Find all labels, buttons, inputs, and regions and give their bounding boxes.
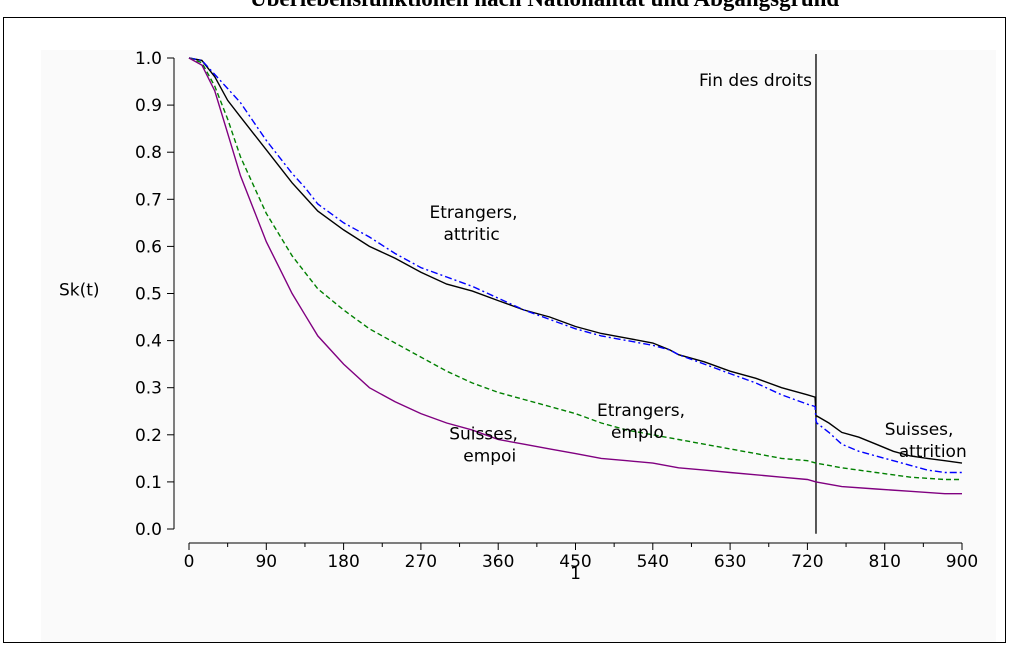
y-axis-title: Sk(t) <box>59 281 100 301</box>
label-etrangers-emplo-line2: emplo <box>611 423 664 443</box>
x-tick-label: 810 <box>868 552 900 572</box>
label-suisses-attrition-line1: Suisses, <box>885 420 954 440</box>
x-tick-label: 90 <box>255 552 277 572</box>
y-tick-label: 0.5 <box>135 285 162 305</box>
x-tick-label: 900 <box>946 552 978 572</box>
vline-label: Fin des droits <box>699 71 812 91</box>
survival-chart: 0.0 0.1 0.2 0.3 0.4 0.5 0.6 0.7 0.8 0.9 1.0 0 90 180 2… <box>59 49 978 584</box>
x-axis-title: 1 <box>570 564 581 584</box>
series-line-0 <box>188 57 963 464</box>
chart-frame: 0.0 0.1 0.2 0.3 0.4 0.5 0.6 0.7 0.8 0.9 1.0 0 90 180 2… <box>3 17 1006 643</box>
label-etrangers-attrition-line2: attritic <box>443 225 499 245</box>
x-tick-label: 720 <box>791 552 823 572</box>
y-tick-label: 0.2 <box>135 426 162 446</box>
series-line-1 <box>188 57 962 474</box>
label-etrangers-emplo-line1: Etrangers, <box>597 401 685 421</box>
y-tick-label: 0.8 <box>135 143 162 163</box>
label-suisses-emploi-line2: empoi <box>463 447 516 467</box>
y-tick-label: 0.9 <box>135 96 162 116</box>
x-tick-label: 360 <box>482 552 514 572</box>
page-title: Überlebensfunktionen nach Nationalität u… <box>250 0 839 12</box>
y-tick-label: 0.4 <box>135 332 162 352</box>
y-tick-label: 0.1 <box>135 473 162 493</box>
x-tick-label: 180 <box>327 552 359 572</box>
y-tick-label: 0.6 <box>135 237 162 257</box>
series-line-3 <box>188 57 962 495</box>
series-line-2 <box>188 57 962 481</box>
x-tick-label: 270 <box>405 552 437 572</box>
label-suisses-emploi-line1: Suisses, <box>449 425 518 445</box>
y-tick-label: 0.0 <box>135 520 162 540</box>
curves <box>188 57 963 495</box>
axes: 0.0 0.1 0.2 0.3 0.4 0.5 0.6 0.7 0.8 0.9 1.0 0 90 180 2… <box>135 49 978 572</box>
label-etrangers-attrition-line1: Etrangers, <box>429 203 517 223</box>
y-tick-label: 0.7 <box>135 190 162 210</box>
y-tick-label: 1.0 <box>135 49 162 69</box>
x-tick-label: 0 <box>184 552 195 572</box>
x-tick-label: 450 <box>559 552 591 572</box>
x-tick-label: 630 <box>714 552 746 572</box>
label-suisses-attrition-line2: attrition <box>899 442 967 462</box>
x-tick-label: 540 <box>637 552 669 572</box>
y-tick-label: 0.3 <box>135 379 162 399</box>
